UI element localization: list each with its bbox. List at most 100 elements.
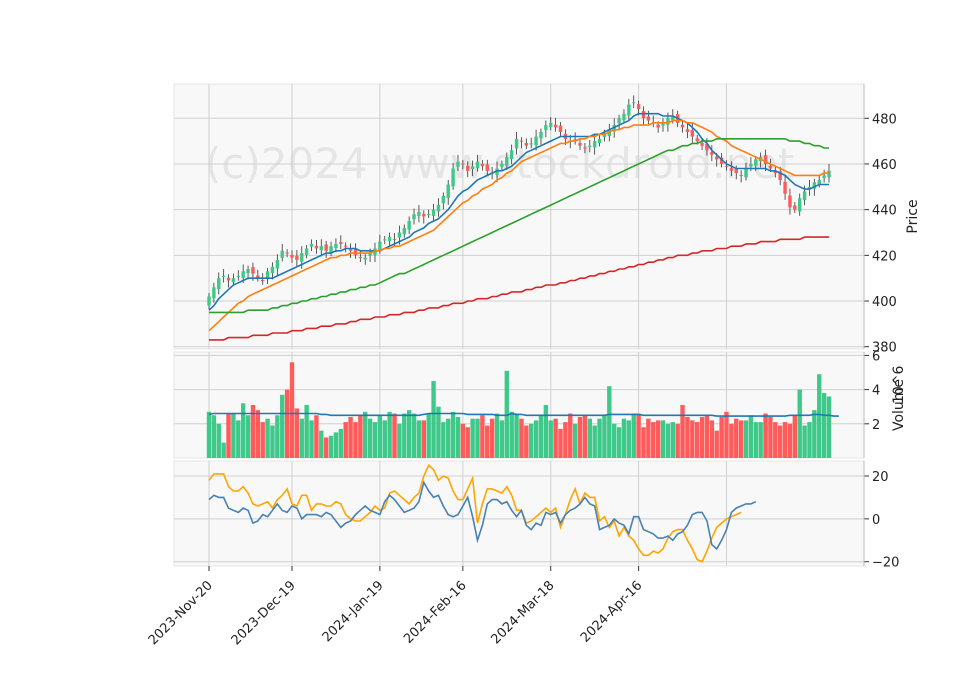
volume-tick-label: 2	[872, 418, 880, 433]
volume-bar	[572, 423, 578, 458]
volume-bar	[675, 423, 680, 458]
candle-body	[558, 125, 563, 132]
volume-bar	[553, 418, 558, 458]
volume-bar	[826, 396, 832, 458]
volume-bar	[792, 415, 798, 458]
candle-body	[500, 163, 504, 167]
candle-body	[724, 165, 729, 167]
volume-bar	[216, 423, 221, 458]
candle-body	[324, 244, 328, 251]
candle-body	[749, 163, 753, 167]
candle-body	[798, 198, 802, 212]
candle-body	[466, 165, 470, 171]
candle-body	[304, 248, 309, 255]
candle-body	[627, 104, 631, 116]
volume-bar	[250, 405, 256, 458]
volume-bar	[328, 435, 334, 458]
volume-tick-label: 4	[872, 384, 880, 399]
candle-body	[417, 211, 421, 217]
candle-body	[475, 161, 480, 169]
candle-body	[519, 140, 524, 142]
volume-bar	[807, 422, 812, 458]
volume-bar	[768, 416, 773, 458]
candle-body	[705, 143, 709, 151]
candle-body	[622, 113, 626, 121]
ma-mid-line	[208, 119, 829, 332]
price-panel	[173, 83, 865, 350]
volume-bar	[441, 422, 446, 458]
volume-bar	[377, 415, 383, 458]
candle-body	[353, 248, 358, 256]
candle-body	[509, 150, 514, 159]
candle-body	[256, 275, 260, 279]
volume-bar	[777, 425, 783, 458]
candle-body	[632, 102, 636, 104]
candle-body	[739, 174, 743, 176]
candle-body	[529, 143, 533, 145]
volume-bar	[719, 416, 724, 458]
candle-body	[597, 138, 602, 143]
volume-bar	[787, 423, 793, 458]
candle-body	[295, 255, 299, 260]
candle-body	[436, 205, 441, 212]
candle-body	[514, 138, 519, 149]
volume-bar	[406, 410, 412, 458]
volume-bar	[226, 413, 231, 458]
volume-bar	[446, 418, 451, 458]
candle-body	[612, 125, 616, 132]
candle-body	[392, 238, 397, 240]
volume-bar	[416, 420, 422, 458]
candle-body	[588, 145, 592, 147]
volume-bar	[260, 422, 265, 458]
candle-body	[822, 175, 826, 179]
price-tick-label: 460	[872, 158, 897, 173]
candle-body	[441, 195, 446, 204]
candle-body	[265, 271, 270, 279]
volume-bar	[602, 415, 607, 458]
volume-bar	[758, 422, 763, 458]
candle-body	[783, 181, 787, 194]
volume-bar	[402, 413, 407, 458]
candle-body	[251, 267, 255, 274]
volume-bar	[680, 405, 685, 458]
volume-bar	[470, 418, 475, 458]
candle-body	[226, 277, 231, 281]
candle-body	[715, 156, 719, 160]
candle-body	[827, 170, 831, 178]
volume-bar	[587, 418, 592, 458]
volume-bar	[694, 422, 700, 458]
candle-body	[422, 213, 426, 217]
volume-bar	[729, 423, 734, 458]
volume-bar	[533, 420, 539, 458]
volume-bar	[709, 420, 715, 458]
candle-body	[680, 124, 685, 128]
candle-body	[802, 191, 807, 201]
volume-bar	[636, 413, 641, 458]
volume-bar	[685, 416, 690, 458]
candle-body	[383, 239, 387, 241]
candle-body	[592, 141, 597, 148]
volume-bar	[255, 410, 261, 458]
volume-bar	[797, 389, 802, 458]
volume-bar	[460, 423, 466, 458]
volume-bar	[480, 415, 485, 458]
candle-body	[578, 142, 582, 146]
volume-bar	[387, 411, 392, 458]
volume-bar	[314, 415, 319, 458]
volume-bar	[782, 422, 788, 458]
candle-body	[329, 246, 333, 253]
volume-bar	[529, 423, 534, 458]
volume-bar	[499, 420, 505, 458]
candle-body	[221, 275, 226, 277]
candle-body	[534, 136, 538, 146]
candle-body	[378, 241, 382, 251]
volume-bar	[280, 394, 285, 458]
volume-bar	[231, 413, 236, 458]
candle-body	[309, 243, 314, 247]
volume-bar	[714, 430, 719, 458]
volume-bar	[221, 442, 226, 458]
candle-body	[260, 280, 265, 282]
volume-bar	[651, 422, 656, 458]
volume-ma-line	[208, 412, 839, 417]
